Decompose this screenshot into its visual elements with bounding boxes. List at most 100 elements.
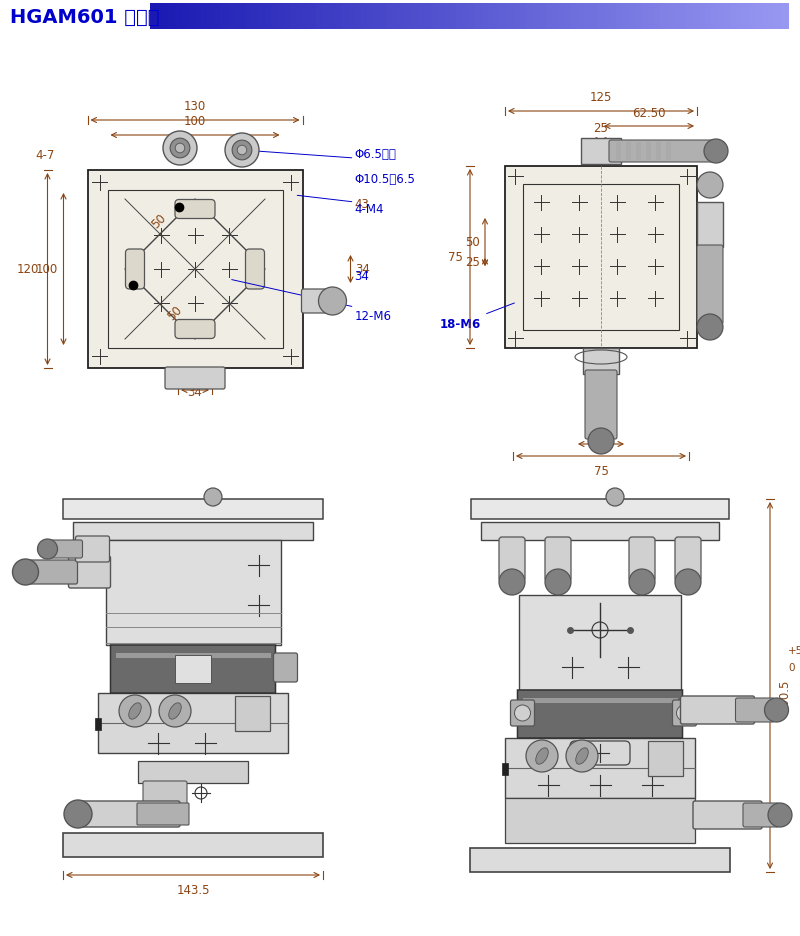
Bar (310, 4, 316, 30)
Bar (519, 595, 681, 690)
Bar (411, 4, 418, 30)
Bar (724, 4, 731, 30)
Bar (590, 4, 597, 30)
Circle shape (697, 173, 723, 198)
Bar (271, 4, 278, 30)
Bar (622, 4, 629, 30)
Text: +5: +5 (788, 646, 800, 656)
Text: Φ6.5沉孔: Φ6.5沉孔 (354, 148, 396, 161)
Bar (581, 139, 621, 165)
Bar (374, 4, 380, 30)
Bar (558, 4, 565, 30)
Text: 34: 34 (354, 270, 370, 283)
Text: Φ10.5混6.5: Φ10.5混6.5 (354, 173, 415, 186)
Bar (635, 4, 642, 30)
Text: 75: 75 (594, 464, 609, 477)
FancyBboxPatch shape (246, 250, 265, 289)
Bar (233, 4, 240, 30)
FancyBboxPatch shape (165, 368, 225, 389)
Bar (418, 4, 425, 30)
Bar (456, 4, 463, 30)
Bar (571, 4, 578, 30)
Bar (481, 522, 719, 540)
Bar (505, 739, 695, 798)
Bar (73, 522, 313, 540)
Bar (648, 4, 654, 30)
Bar (342, 4, 348, 30)
Bar (214, 4, 221, 30)
Text: 50: 50 (149, 212, 169, 231)
Ellipse shape (536, 748, 548, 765)
Circle shape (238, 146, 246, 155)
Bar (539, 4, 546, 30)
Text: 125: 125 (590, 91, 612, 104)
Bar (284, 4, 291, 30)
Bar (380, 4, 386, 30)
Bar (354, 4, 361, 30)
Text: 18-M6: 18-M6 (440, 303, 514, 330)
Text: 25: 25 (465, 256, 480, 270)
Text: 0: 0 (788, 663, 794, 673)
Bar (756, 4, 763, 30)
Bar (762, 4, 770, 30)
Bar (656, 143, 661, 161)
Bar (475, 4, 482, 30)
Text: 25: 25 (594, 411, 609, 424)
Circle shape (704, 139, 728, 164)
Bar (265, 4, 272, 30)
Circle shape (13, 560, 38, 585)
Text: 100: 100 (184, 115, 206, 128)
Bar (405, 4, 412, 30)
FancyBboxPatch shape (110, 645, 275, 694)
Bar (718, 4, 725, 30)
Bar (505, 167, 697, 348)
Bar (782, 4, 789, 30)
Text: 50: 50 (466, 236, 480, 249)
Circle shape (232, 141, 252, 161)
Bar (63, 500, 323, 519)
Text: 75: 75 (448, 251, 463, 264)
FancyBboxPatch shape (510, 700, 534, 726)
Bar (584, 4, 590, 30)
Bar (239, 4, 246, 30)
Bar (386, 4, 393, 30)
Bar (107, 191, 282, 348)
Circle shape (526, 740, 558, 772)
Bar (220, 4, 227, 30)
FancyBboxPatch shape (175, 200, 215, 219)
Bar (175, 655, 211, 683)
Bar (546, 4, 553, 30)
Bar (235, 696, 270, 731)
Text: 43: 43 (354, 197, 370, 211)
Bar (565, 4, 571, 30)
Bar (673, 4, 680, 30)
FancyBboxPatch shape (81, 801, 180, 827)
FancyBboxPatch shape (697, 246, 723, 325)
Bar (194, 4, 202, 30)
Text: 4-M4: 4-M4 (354, 203, 384, 216)
Bar (278, 4, 285, 30)
Text: 25: 25 (594, 122, 609, 135)
Circle shape (163, 132, 197, 166)
Bar (692, 4, 699, 30)
Bar (470, 848, 730, 872)
Bar (737, 4, 744, 30)
FancyBboxPatch shape (735, 698, 774, 723)
Bar (769, 4, 776, 30)
Bar (162, 4, 170, 30)
Bar (462, 4, 470, 30)
Bar (424, 4, 431, 30)
Bar (711, 4, 718, 30)
Bar (705, 4, 712, 30)
Bar (636, 143, 641, 161)
Bar (597, 4, 603, 30)
Bar (156, 4, 163, 30)
Circle shape (629, 569, 655, 595)
Circle shape (119, 695, 151, 727)
Circle shape (175, 144, 185, 154)
Bar (494, 4, 502, 30)
Bar (246, 4, 253, 30)
FancyBboxPatch shape (681, 696, 754, 724)
Bar (533, 4, 540, 30)
Bar (552, 4, 559, 30)
